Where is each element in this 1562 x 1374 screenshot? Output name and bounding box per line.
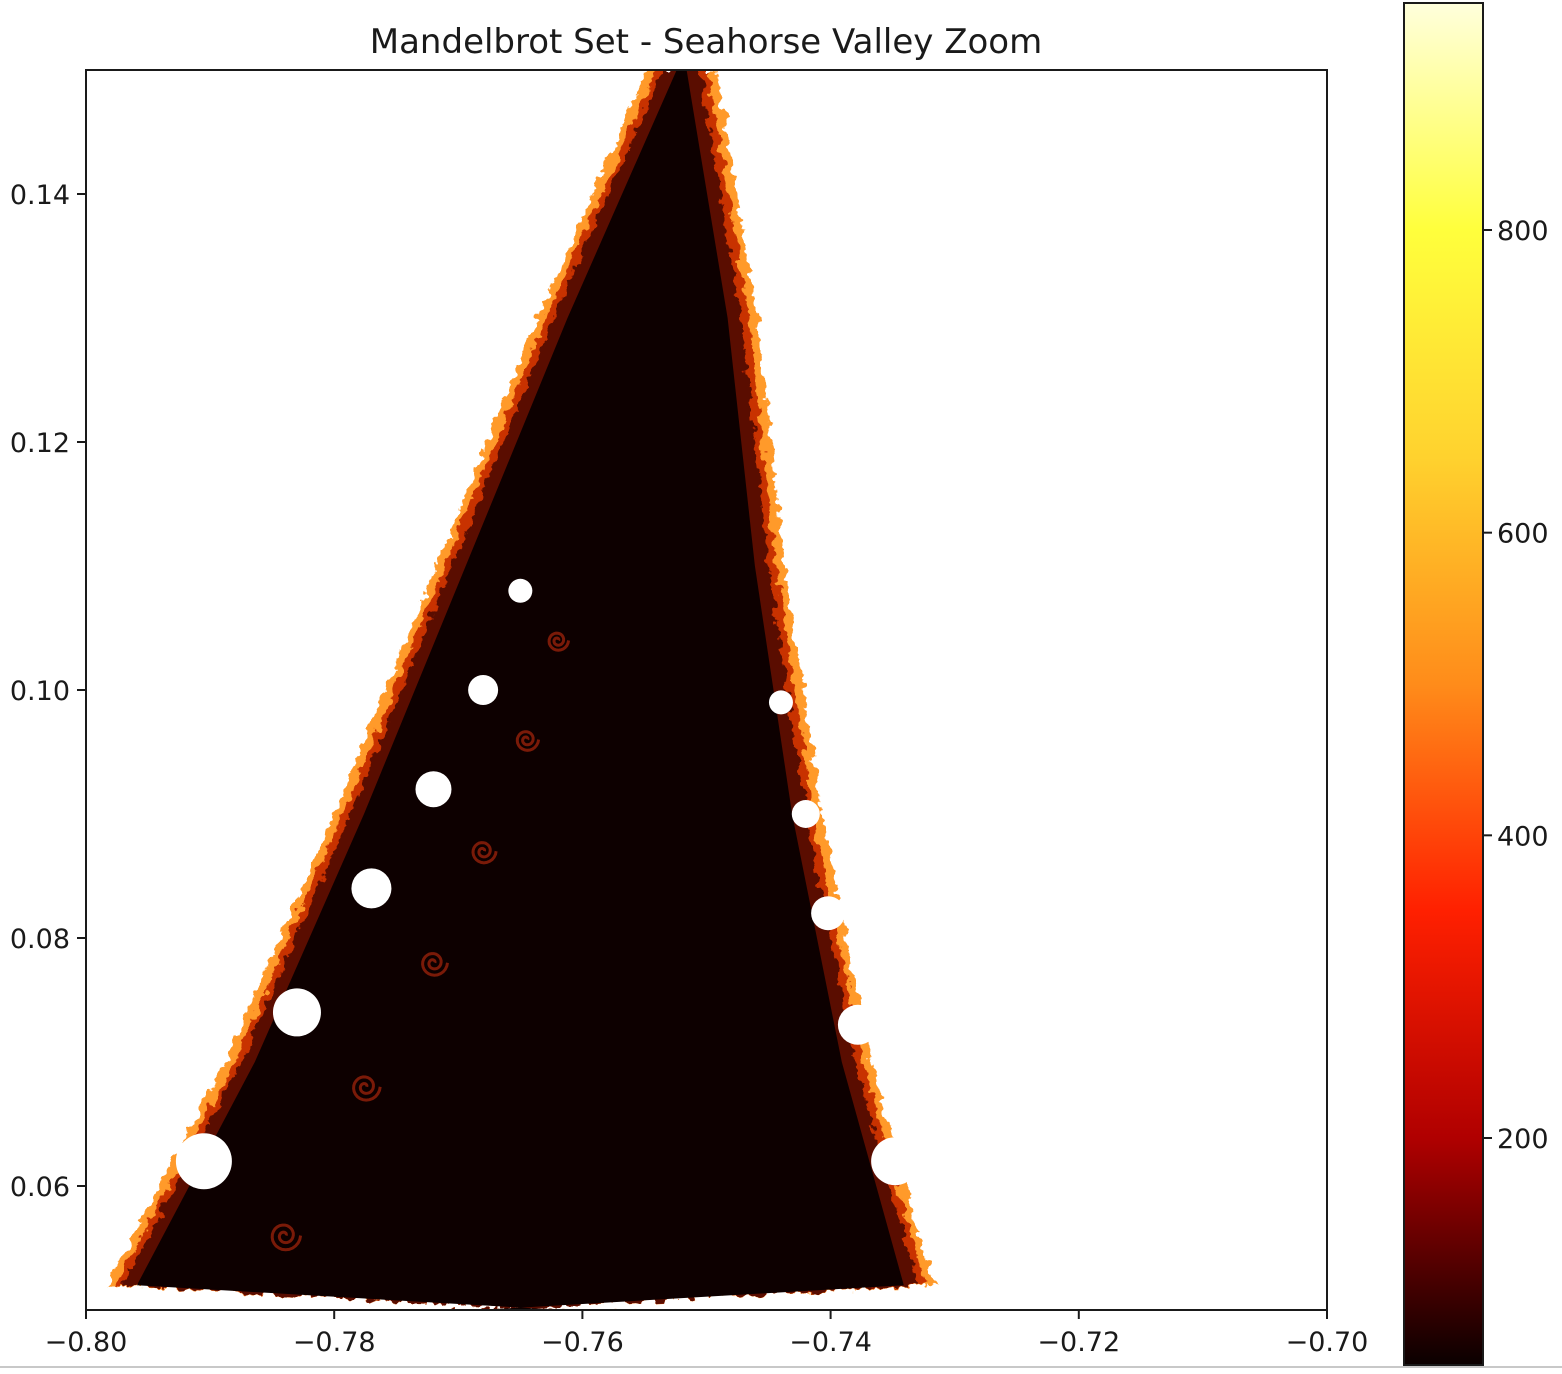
seahorse-spiral [471,841,498,865]
right-bay [871,1137,920,1186]
right-bay [768,690,793,715]
y-tick-label: 0.12 [10,428,70,459]
y-tick-label: 0.06 [10,1172,70,1203]
set-interior [136,70,904,1310]
colorbar-tick-label: 600 [1497,519,1549,550]
x-axis: −0.80 −0.78 −0.76 −0.74 −0.72 −0.70 [45,1310,1369,1358]
mandelbrot-image [107,70,934,1310]
left-bay [508,578,533,603]
colorbar-tick-label: 400 [1497,821,1549,852]
x-tick-label: −0.72 [1037,1327,1120,1358]
x-tick-label: −0.76 [541,1327,624,1358]
seahorse-spiral [352,1075,382,1102]
y-axis: 0.06 0.08 0.10 0.12 0.14 [10,180,86,1203]
left-bay [272,988,321,1037]
seahorse-spiral [547,631,571,652]
x-tick-label: −0.78 [293,1327,376,1358]
y-tick-label: 0.10 [10,676,70,707]
colorbar-tick-label: 800 [1497,216,1549,247]
x-tick-label: −0.70 [1286,1327,1369,1358]
seahorse-spiral [421,952,449,977]
colorbar-axis: 200 400 600 800 [1483,216,1549,1155]
colorbar-frame [1403,2,1484,1366]
y-tick-label: 0.08 [10,924,70,955]
left-bay [175,1133,232,1190]
plot-area [85,69,1328,1311]
seahorse-spiral [515,730,541,752]
left-bay [468,675,499,705]
colorbar-fill [1404,3,1483,1365]
right-bay [811,896,846,931]
x-tick-label: −0.74 [789,1327,872,1358]
x-tick-label: −0.80 [45,1327,128,1358]
seahorse-spiral [270,1223,303,1252]
left-bay [351,868,392,909]
right-bay [837,1004,878,1045]
y-tick-label: 0.14 [10,180,70,211]
right-bay [791,800,820,828]
left-bay [415,771,452,808]
colorbar: 200 400 600 800 [1403,2,1549,1366]
chart-title: Mandelbrot Set - Seahorse Valley Zoom [370,22,1042,62]
colorbar-tick-label: 200 [1497,1124,1549,1155]
